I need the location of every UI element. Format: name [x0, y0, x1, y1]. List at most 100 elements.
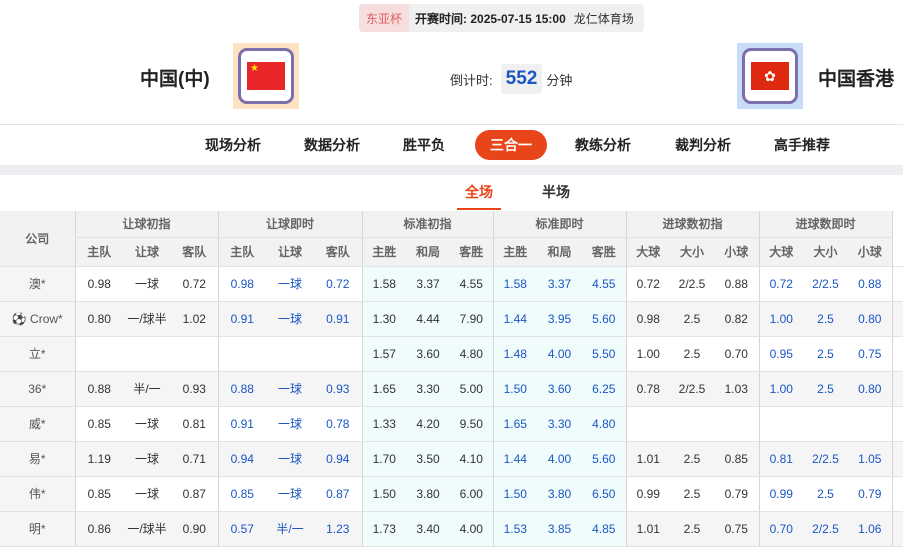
table-row[interactable]: 明* 0.86 一/球半 0.90 0.57 半/一 1.23 1.73 3.40 4.00 1.5…: [0, 511, 903, 547]
odds-cell: 0.88: [714, 266, 759, 302]
column-header: 大小: [803, 237, 848, 267]
group-header: 进球数即时: [758, 211, 892, 238]
odds-cell: 0.85: [74, 476, 123, 512]
odds-cell: 0.72: [171, 266, 218, 302]
group-header: 标准初指: [361, 211, 493, 238]
tab-expert-picks[interactable]: 高手推荐: [774, 137, 830, 153]
company-cell[interactable]: 威*: [0, 406, 75, 442]
odds-cell: 1.50: [361, 476, 406, 512]
extra-cell: [891, 406, 903, 442]
odds-cell: 0.78: [625, 371, 670, 407]
odds-cell: 1.65: [492, 406, 537, 442]
odds-cell: 0.88: [217, 371, 266, 407]
odds-cell: 一球: [266, 476, 314, 512]
odds-cell: [803, 406, 848, 442]
odds-cell: 0.80: [74, 301, 123, 337]
company-cell[interactable]: 明*: [0, 511, 75, 547]
column-header: 大球: [625, 237, 670, 267]
company-cell[interactable]: 36*: [0, 371, 75, 407]
table-row[interactable]: 澳* 0.98 一球 0.72 0.98 一球 0.72 1.58 3.37 4.55 1.58 3.…: [0, 266, 903, 302]
odds-cell: 4.85: [582, 511, 626, 547]
odds-cell: 1.19: [74, 441, 123, 477]
table-row[interactable]: 立* 1.57 3.60 4.80 1.48 4.00 5.50 1.00 2.5 0.70 0.9…: [0, 336, 903, 372]
odds-cell: 0.99: [625, 476, 670, 512]
odds-cell: 9.50: [450, 406, 493, 442]
odds-cell: 0.86: [74, 511, 123, 547]
countdown-label: 倒计时:: [450, 72, 493, 88]
table-row[interactable]: 威* 0.85 一球 0.81 0.91 一球 0.78 1.33 4.20 9.50 1.65 3.…: [0, 406, 903, 442]
tab-data-analysis[interactable]: 数据分析: [304, 137, 360, 153]
tab-win-draw-lose[interactable]: 胜平负: [403, 137, 445, 153]
odds-cell: 0.71: [171, 441, 218, 477]
company-cell[interactable]: 伟*: [0, 476, 75, 512]
odds-cell: 1.02: [171, 301, 218, 337]
extra-cell: [891, 476, 903, 512]
column-header: 主胜: [492, 237, 537, 267]
column-header: 让球: [266, 237, 314, 267]
extra-column: [891, 211, 903, 267]
venue: 龙仁体育场: [573, 11, 634, 26]
odds-cell: 6.00: [450, 476, 493, 512]
odds-cell: 2/2.5: [803, 266, 848, 302]
subtab-full-match[interactable]: 全场: [465, 184, 493, 200]
odds-cell: 0.70: [714, 336, 759, 372]
odds-cell: 2/2.5: [670, 266, 714, 302]
odds-cell: 1.57: [361, 336, 406, 372]
odds-cell: 7.90: [450, 301, 493, 337]
cup-badge[interactable]: 东亚杯: [359, 4, 410, 32]
odds-cell: 4.55: [450, 266, 493, 302]
odds-cell: 1.53: [492, 511, 537, 547]
company-cell[interactable]: 易*: [0, 441, 75, 477]
odds-cell: 3.60: [406, 336, 450, 372]
odds-cell: 1.48: [492, 336, 537, 372]
odds-cell: 4.20: [406, 406, 450, 442]
away-team-logo[interactable]: ✿: [737, 43, 803, 109]
odds-cell: 0.93: [171, 371, 218, 407]
odds-cell: 半/一: [266, 511, 314, 547]
odds-cell: 0.91: [217, 406, 266, 442]
away-team-name[interactable]: 中国香港: [818, 69, 895, 90]
odds-cell: 3.37: [406, 266, 450, 302]
odds-cell: 2.5: [670, 301, 714, 337]
company-header: 公司: [0, 211, 75, 267]
odds-cell: 一球: [123, 406, 171, 442]
table-row[interactable]: 易* 1.19 一球 0.71 0.94 一球 0.94 1.70 3.50 4.10 1.44 4.…: [0, 441, 903, 477]
tab-live-analysis[interactable]: 现场分析: [205, 137, 261, 153]
company-name: Crow*: [30, 311, 63, 326]
odds-cell: 3.85: [537, 511, 582, 547]
group-header: 标准即时: [492, 211, 626, 238]
odds-cell: 3.30: [537, 406, 582, 442]
company-cell[interactable]: 立*: [0, 336, 75, 372]
odds-cell: 4.80: [450, 336, 493, 372]
odds-cell: 1.30: [361, 301, 406, 337]
home-team-logo[interactable]: ★: [233, 43, 299, 109]
odds-cell: 0.72: [625, 266, 670, 302]
odds-cell: 1.23: [314, 511, 362, 547]
odds-cell: 1.58: [361, 266, 406, 302]
tab-three-in-one[interactable]: 三合一: [475, 130, 547, 160]
company-cell[interactable]: ⚽ Crow*: [0, 301, 75, 337]
odds-cell: 3.95: [537, 301, 582, 337]
odds-cell: 1.01: [625, 511, 670, 547]
table-row[interactable]: 36* 0.88 半/一 0.93 0.88 一球 0.93 1.65 3.30 5.00 1.50…: [0, 371, 903, 407]
odds-cell: 1.50: [492, 371, 537, 407]
table-row[interactable]: ⚽ Crow* 0.80 一/球半 1.02 0.91 一球 0.91 1.30 4.44 7.9…: [0, 301, 903, 337]
countdown: 倒计时: 552 分钟: [450, 64, 572, 94]
odds-cell: 1.05: [848, 441, 892, 477]
column-header: 大小: [670, 237, 714, 267]
odds-cell: 5.50: [582, 336, 626, 372]
odds-cell: [714, 406, 759, 442]
odds-table: 公司 让球初指 让球即时 标准初指 标准即时 进球数初指 进球数即时 主队 让球客…: [0, 211, 903, 547]
odds-cell: 一球: [266, 441, 314, 477]
company-name: 伟*: [28, 487, 46, 501]
odds-cell: 3.30: [406, 371, 450, 407]
odds-cell: 0.99: [758, 476, 803, 512]
tab-referee-analysis[interactable]: 裁判分析: [675, 137, 731, 153]
home-team-name[interactable]: 中国(中): [140, 69, 210, 90]
odds-cell: 0.93: [314, 371, 362, 407]
subtab-half-time[interactable]: 半场: [542, 184, 570, 200]
tab-coach-analysis[interactable]: 教练分析: [575, 137, 631, 153]
table-row[interactable]: 伟* 0.85 一球 0.87 0.85 一球 0.87 1.50 3.80 6.00 1.50 3.…: [0, 476, 903, 512]
company-cell[interactable]: 澳*: [0, 266, 75, 302]
odds-cell: 一球: [123, 266, 171, 302]
